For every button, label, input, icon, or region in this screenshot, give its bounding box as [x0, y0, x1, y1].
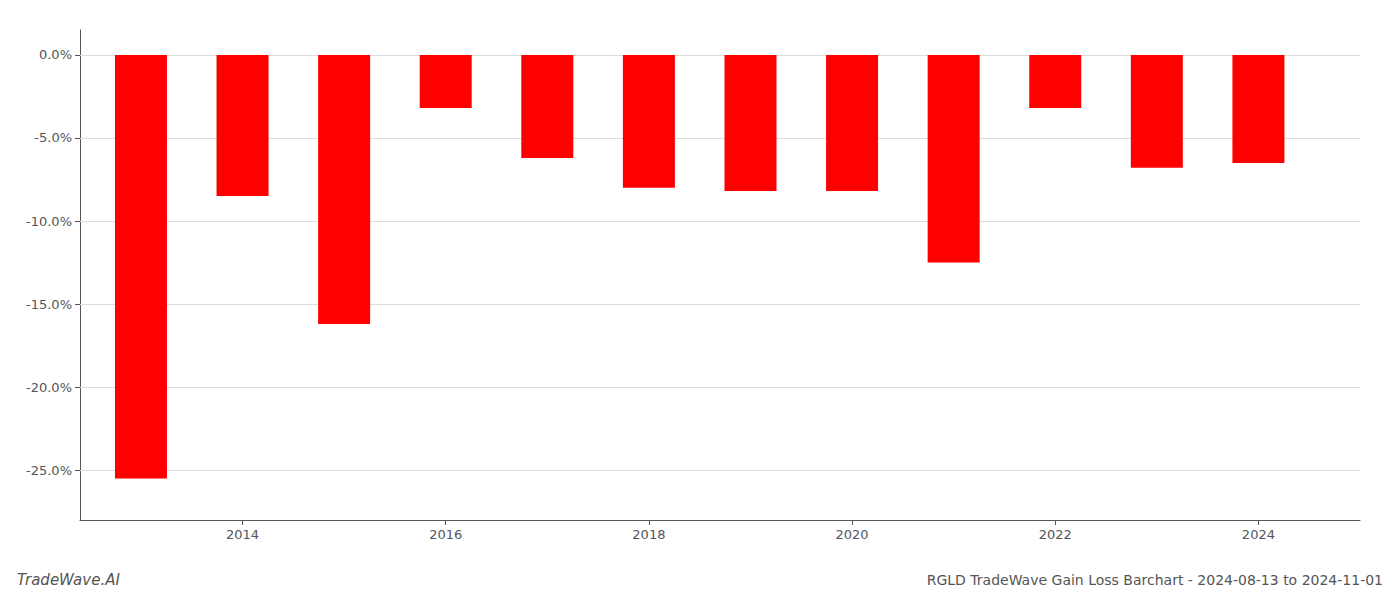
svg-text:0.0%: 0.0% [39, 47, 72, 62]
svg-text:-20.0%: -20.0% [26, 380, 72, 395]
svg-text:2024: 2024 [1242, 527, 1275, 542]
svg-text:RGLD TradeWave Gain Loss Barch: RGLD TradeWave Gain Loss Barchart - 2024… [927, 572, 1383, 588]
svg-text:2018: 2018 [632, 527, 665, 542]
svg-text:2020: 2020 [836, 527, 869, 542]
svg-text:2016: 2016 [429, 527, 462, 542]
svg-text:TradeWave.AI: TradeWave.AI [17, 571, 120, 589]
svg-text:-25.0%: -25.0% [26, 463, 72, 478]
svg-text:2022: 2022 [1039, 527, 1072, 542]
svg-text:2014: 2014 [226, 527, 259, 542]
svg-text:-15.0%: -15.0% [26, 297, 72, 312]
svg-text:-5.0%: -5.0% [34, 130, 72, 145]
svg-text:-10.0%: -10.0% [26, 214, 72, 229]
